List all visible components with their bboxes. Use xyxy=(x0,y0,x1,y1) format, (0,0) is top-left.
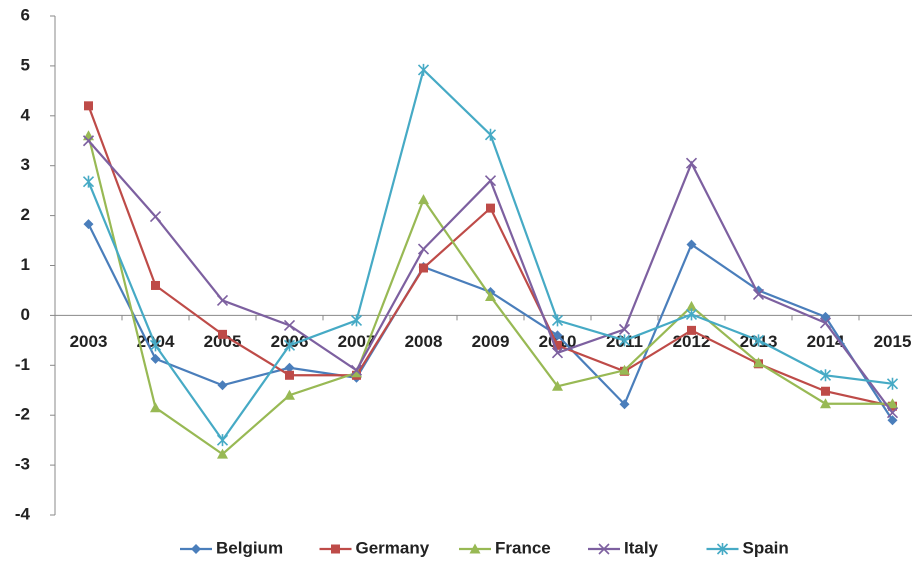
marker xyxy=(216,434,229,447)
y-tick-label: 0 xyxy=(21,305,30,324)
marker xyxy=(886,377,899,390)
legend-item: Italy xyxy=(588,538,659,557)
marker xyxy=(284,362,295,373)
marker xyxy=(618,323,631,335)
y-tick-label: 1 xyxy=(21,255,30,274)
marker xyxy=(886,407,899,419)
marker xyxy=(150,402,161,413)
legend-label: Italy xyxy=(624,538,659,557)
marker xyxy=(83,130,94,141)
marker xyxy=(217,448,228,459)
marker xyxy=(716,543,729,555)
legend-label: Spain xyxy=(743,538,789,557)
line xyxy=(87,67,893,443)
marker xyxy=(619,399,630,410)
y-tick-label: -1 xyxy=(15,355,30,374)
x-tick-label: 2009 xyxy=(472,332,510,351)
marker xyxy=(331,544,340,554)
marker xyxy=(151,280,160,290)
y-tick-label: 4 xyxy=(21,105,31,124)
x-tick-label: 2008 xyxy=(405,332,443,351)
legend-item: Germany xyxy=(319,538,430,557)
marker xyxy=(486,203,495,213)
marker xyxy=(149,339,162,352)
marker xyxy=(283,319,296,331)
marker xyxy=(685,308,698,321)
marker xyxy=(283,339,296,352)
marker xyxy=(485,290,496,301)
marker xyxy=(351,367,362,378)
marker xyxy=(82,135,95,147)
marker xyxy=(887,415,898,426)
y-tick-label: 6 xyxy=(21,5,30,24)
series xyxy=(82,63,899,447)
marker xyxy=(191,544,201,554)
marker xyxy=(820,398,831,409)
marker xyxy=(82,175,95,188)
line xyxy=(87,105,893,408)
marker xyxy=(618,334,631,347)
marker xyxy=(417,243,430,255)
x-tick-label: 2015 xyxy=(874,332,912,351)
series xyxy=(82,135,899,419)
marker xyxy=(417,63,430,76)
x-tick-label: 2005 xyxy=(204,332,242,351)
marker xyxy=(686,239,697,250)
marker xyxy=(418,194,429,205)
marker xyxy=(753,357,764,368)
y-tick-label: -2 xyxy=(15,405,30,424)
marker xyxy=(149,211,162,223)
legend-label: Belgium xyxy=(216,538,283,557)
legend-item: France xyxy=(459,538,551,557)
marker xyxy=(419,263,428,273)
marker xyxy=(484,128,497,141)
marker xyxy=(598,543,610,555)
y-tick-label: -4 xyxy=(15,504,31,523)
marker xyxy=(819,369,832,382)
marker xyxy=(484,175,497,187)
marker xyxy=(819,317,832,329)
legend-label: France xyxy=(495,538,551,557)
marker xyxy=(469,543,481,554)
marker xyxy=(619,364,630,375)
marker xyxy=(284,389,295,400)
marker xyxy=(84,101,93,111)
series xyxy=(83,130,898,459)
marker xyxy=(551,314,564,327)
marker xyxy=(752,334,765,347)
marker xyxy=(887,398,898,409)
marker xyxy=(285,370,294,380)
marker xyxy=(83,219,94,230)
marker xyxy=(217,380,228,391)
legend-item: Belgium xyxy=(180,538,283,557)
line xyxy=(87,223,894,421)
y-tick-label: -3 xyxy=(15,455,30,474)
marker xyxy=(551,347,564,359)
legend-item: Spain xyxy=(706,538,789,557)
marker xyxy=(218,329,227,339)
marker xyxy=(687,325,696,335)
marker xyxy=(752,288,765,301)
y-tick-label: 3 xyxy=(21,155,30,174)
marker xyxy=(350,364,363,376)
marker xyxy=(685,157,698,169)
x-tick-label: 2003 xyxy=(70,332,108,351)
series xyxy=(84,101,897,411)
marker xyxy=(821,386,830,396)
marker xyxy=(350,314,363,327)
marker xyxy=(686,300,697,311)
marker xyxy=(552,380,563,391)
marker xyxy=(216,294,229,306)
y-tick-label: 2 xyxy=(21,205,30,224)
y-tick-label: 5 xyxy=(21,55,30,74)
legend-label: Germany xyxy=(356,538,430,557)
marker xyxy=(150,353,161,364)
marker xyxy=(553,340,562,350)
